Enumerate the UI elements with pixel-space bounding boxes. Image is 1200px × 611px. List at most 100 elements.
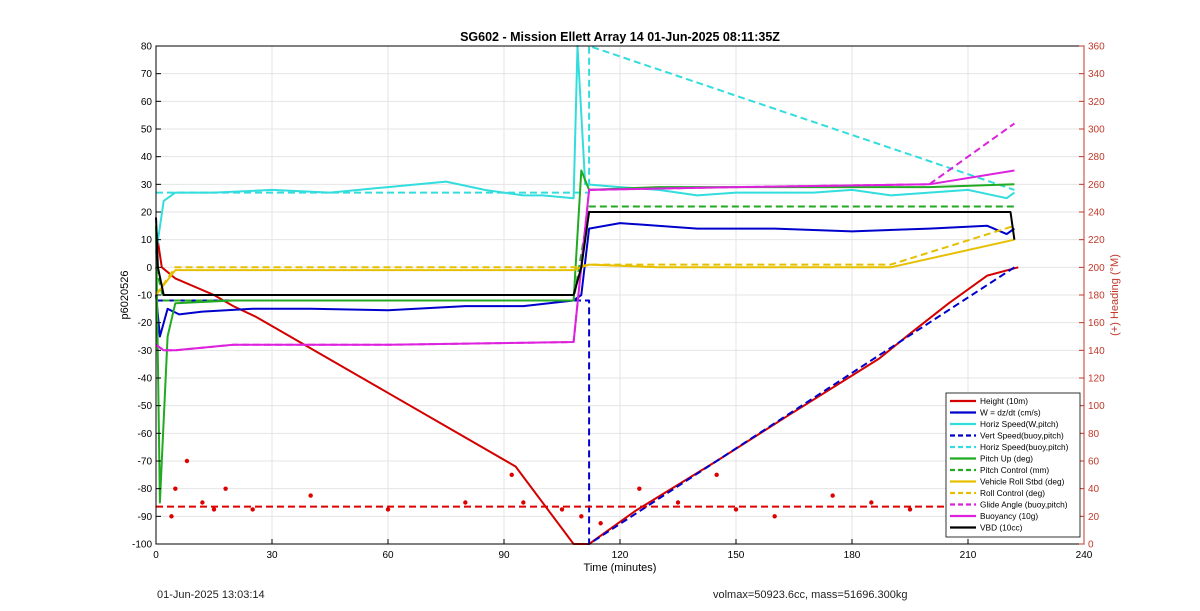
y-tick-label: -70 bbox=[138, 457, 153, 468]
heading-point bbox=[637, 486, 642, 491]
y2-tick-label: 60 bbox=[1088, 457, 1100, 468]
y-tick-label: 50 bbox=[141, 125, 153, 136]
x-tick-label: 150 bbox=[728, 550, 745, 561]
y2-tick-label: 220 bbox=[1088, 235, 1105, 246]
heading-point bbox=[184, 458, 190, 464]
series-roll-control-deg bbox=[155, 224, 1015, 296]
legend-label: Height (10m) bbox=[980, 396, 1028, 406]
y-tick-label: 70 bbox=[141, 69, 153, 80]
legend-label: W = dz/dt (cm/s) bbox=[980, 408, 1041, 418]
heading-point bbox=[223, 486, 228, 491]
legend-label: Glide Angle (buoy,pitch) bbox=[980, 500, 1068, 510]
heading-point bbox=[308, 493, 313, 498]
y2-tick-label: 20 bbox=[1088, 512, 1100, 523]
y-tick-label: -30 bbox=[138, 346, 153, 357]
y2-tick-label: 260 bbox=[1088, 180, 1105, 191]
y2-tick-label: 200 bbox=[1088, 263, 1105, 274]
heading-point bbox=[211, 507, 217, 512]
y2-tick-label: 160 bbox=[1088, 318, 1105, 329]
heading-point bbox=[521, 500, 526, 505]
y2-tick-label: 120 bbox=[1088, 374, 1105, 385]
legend-label: Pitch Control (mm) bbox=[980, 465, 1049, 475]
series-heading bbox=[169, 458, 1017, 533]
series-vbd-10cc bbox=[155, 211, 1016, 296]
series-horiz-speed-w-pitch bbox=[155, 45, 1015, 254]
series-lines bbox=[155, 45, 1019, 545]
x-tick-label: 60 bbox=[382, 550, 394, 561]
y-tick-label: 60 bbox=[141, 97, 153, 108]
y2-tick-label: 240 bbox=[1088, 208, 1105, 219]
y2-tick-label: 180 bbox=[1088, 291, 1105, 302]
heading-point bbox=[559, 507, 565, 512]
footer-timestamp: 01-Jun-2025 13:03:14 bbox=[157, 589, 265, 601]
heading-point bbox=[869, 500, 874, 505]
legend-label: Pitch Up (deg) bbox=[980, 454, 1033, 464]
y-tick-label: -90 bbox=[138, 512, 153, 523]
x-axis-label: Time (minutes) bbox=[584, 562, 657, 574]
y-tick-label: 30 bbox=[141, 180, 153, 191]
axes: 0 30 60 90 120 150 180 210 24080706050403020100-… bbox=[132, 42, 1105, 562]
heading-point bbox=[675, 500, 681, 505]
y-tick-label: -100 bbox=[132, 540, 152, 551]
y2-tick-label: 320 bbox=[1088, 97, 1105, 108]
heading-point bbox=[772, 514, 777, 519]
y2-tick-label: 340 bbox=[1088, 69, 1105, 80]
heading-point bbox=[714, 472, 719, 478]
y-tick-label: 0 bbox=[146, 263, 152, 274]
heading-point bbox=[250, 507, 255, 512]
legend-box bbox=[945, 392, 1081, 538]
x-tick-label: 240 bbox=[1076, 550, 1093, 561]
series-buoyancy-10g bbox=[155, 169, 1015, 352]
series-vehicle-roll-stbd-deg bbox=[155, 238, 1015, 296]
series-horiz-speed-buoy-pitch bbox=[156, 45, 1015, 194]
y-tick-label: -60 bbox=[138, 429, 153, 440]
heading-point bbox=[733, 507, 739, 512]
legend-label: Horiz Speed(W,pitch) bbox=[980, 419, 1059, 429]
y-tick-label: 10 bbox=[141, 235, 153, 246]
y2-tick-label: 100 bbox=[1088, 401, 1105, 412]
series-pitch-control-mm bbox=[155, 205, 1015, 302]
heading-point bbox=[579, 514, 584, 519]
y-tick-label: -50 bbox=[138, 401, 153, 412]
x-tick-label: 180 bbox=[844, 550, 861, 561]
y2-tick-label: 140 bbox=[1088, 346, 1105, 357]
y2-tick-label: 360 bbox=[1088, 42, 1105, 53]
heading-point bbox=[200, 500, 205, 505]
x-tick-label: 210 bbox=[960, 550, 977, 561]
heading-point bbox=[169, 514, 174, 519]
y-tick-label: -20 bbox=[138, 318, 153, 329]
x-tick-label: 90 bbox=[498, 550, 510, 561]
y-tick-label: -10 bbox=[138, 291, 153, 302]
y2-tick-label: 280 bbox=[1088, 152, 1105, 163]
heading-point bbox=[907, 507, 913, 512]
y-tick-label: 80 bbox=[141, 42, 153, 53]
legend-label: Horiz Speed(buoy,pitch) bbox=[980, 442, 1069, 452]
legend-label: Buoyancy (10g) bbox=[980, 511, 1038, 521]
y2-axis-label: (+) Heading (°M) bbox=[1109, 254, 1121, 336]
legend-label: Vehicle Roll Stbd (deg) bbox=[980, 477, 1065, 487]
y-tick-label: -80 bbox=[138, 484, 153, 495]
y-tick-label: -40 bbox=[138, 374, 153, 385]
x-tick-label: 120 bbox=[612, 550, 629, 561]
y-axis-label: p6020526 bbox=[119, 271, 131, 320]
heading-point bbox=[509, 472, 514, 478]
legend-label: Vert Speed(buoy,pitch) bbox=[980, 431, 1064, 441]
series-height-10m bbox=[155, 228, 1019, 545]
footer-stats: volmax=50923.6cc, mass=51696.300kg bbox=[713, 589, 908, 601]
legend: Height (10m)W = dz/dt (cm/s)Horiz Speed(… bbox=[945, 392, 1081, 538]
heading-point bbox=[830, 493, 835, 498]
heading-point bbox=[173, 486, 178, 491]
y2-tick-label: 300 bbox=[1088, 125, 1105, 136]
y2-tick-label: 80 bbox=[1088, 429, 1100, 440]
heading-point bbox=[598, 521, 603, 526]
legend-label: Roll Control (deg) bbox=[980, 488, 1045, 498]
grid bbox=[155, 45, 1085, 545]
x-tick-label: 30 bbox=[266, 550, 278, 561]
chart-title: SG602 - Mission Ellett Array 14 01-Jun-2… bbox=[460, 30, 780, 44]
legend-label: VBD (10cc) bbox=[980, 523, 1023, 533]
heading-point bbox=[463, 500, 468, 505]
y2-tick-label: 40 bbox=[1088, 484, 1100, 495]
series-vert-speed-buoy-pitch bbox=[156, 266, 1015, 545]
y2-tick-label: 0 bbox=[1088, 540, 1094, 551]
